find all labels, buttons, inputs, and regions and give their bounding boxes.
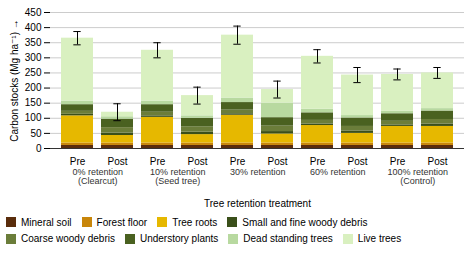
svg-text:0: 0 [36,143,42,154]
svg-text:50: 50 [30,128,42,139]
svg-text:350: 350 [25,37,42,48]
svg-text:Pre: Pre [70,156,86,167]
svg-text:300: 300 [25,52,42,63]
svg-text:Pre: Pre [150,156,166,167]
svg-text:100% retention(Control): 100% retention(Control) [388,167,449,186]
svg-text:Post: Post [427,156,447,167]
svg-text:250: 250 [25,67,42,78]
svg-text:Pre: Pre [390,156,406,167]
svg-text:10% retention(Seed tree): 10% retention(Seed tree) [150,167,206,186]
svg-text:Pre: Pre [230,156,246,167]
html-text:Dead standing trees: Dead standing trees [243,233,333,245]
svg-text:150: 150 [25,97,42,108]
html-text:Forest floor: Forest floor [96,216,148,228]
svg-text:Pre: Pre [310,156,326,167]
svg-text:Post: Post [107,156,127,167]
svg-text:450: 450 [25,7,42,18]
svg-text:0% retention(Clearcut): 0% retention(Clearcut) [73,167,124,186]
html-text:Live trees: Live trees [357,233,402,245]
html-text:Mineral soil: Mineral soil [21,216,72,228]
svg-text:60% retention: 60% retention [310,167,366,177]
svg-text:30% retention: 30% retention [230,167,286,177]
svg-text:100: 100 [25,112,42,123]
html-text:Understory plants: Understory plants [139,233,219,245]
html-text:Small and fine woody debris: Small and fine woody debris [242,216,368,228]
html-text:Tree roots: Tree roots [172,216,218,228]
html-text:Coarse woody debris: Coarse woody debris [21,233,115,245]
svg-text:Carbon stocks (Mg ha⁻¹) →: Carbon stocks (Mg ha⁻¹) → [9,19,20,142]
svg-text:Tree retention treatment: Tree retention treatment [204,198,311,209]
svg-text:Post: Post [267,156,287,167]
svg-text:400: 400 [25,22,42,33]
svg-text:200: 200 [25,82,42,93]
svg-text:Post: Post [347,156,367,167]
svg-text:Post: Post [187,156,207,167]
